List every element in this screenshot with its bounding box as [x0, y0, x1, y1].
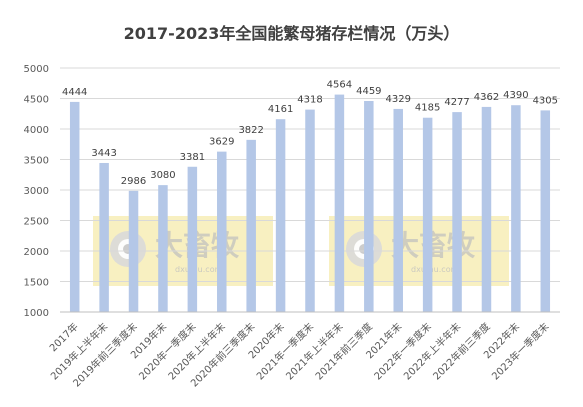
- watermark-url-text: dxumu.com: [175, 265, 223, 274]
- y-tick-label-1500: 1500: [24, 278, 49, 289]
- data-label-9: 4318: [297, 95, 322, 106]
- watermark-url-text: dxumu.com: [411, 265, 459, 274]
- bar-17: [540, 110, 551, 313]
- bar-2: [99, 162, 109, 312]
- data-label-15: 4362: [474, 92, 499, 103]
- bar-11: [364, 101, 374, 312]
- data-label-6: 3629: [209, 137, 234, 148]
- bar-10: [334, 94, 345, 312]
- watermark-brand-text: 大畜牧: [155, 229, 240, 262]
- data-label-13: 4185: [415, 103, 440, 114]
- bar-12: [393, 108, 403, 312]
- chart-title: 2017-2023年全国能繁母猪存栏情况（万头）: [124, 24, 460, 43]
- data-label-16: 4390: [503, 90, 528, 101]
- bar-1: [69, 101, 80, 312]
- y-axis: 1000 1500 2000 2500 3000 3500 4000 4500 5000: [24, 64, 49, 319]
- y-tick-label-3000: 3000: [24, 186, 49, 197]
- data-labels: 4444 3443 2986 3080 3381 3629 3822 4161 4318 4564…: [62, 80, 558, 187]
- x-axis: 2017年2019年上半年末2019年前三季度末2019年末2020年一季度末2…: [47, 311, 560, 390]
- bar-3: [128, 190, 139, 312]
- bar-9: [305, 109, 315, 313]
- y-tick-label-1000: 1000: [24, 308, 49, 319]
- data-label-3: 2986: [121, 176, 146, 187]
- y-tick-label-2500: 2500: [24, 217, 49, 228]
- data-label-5: 3381: [180, 152, 205, 163]
- bar-7: [246, 139, 256, 312]
- watermark-brand-text: 大畜牧: [391, 229, 476, 262]
- data-label-14: 4277: [444, 97, 469, 108]
- y-tick-label-4500: 4500: [24, 95, 49, 106]
- data-label-11: 4459: [356, 86, 381, 97]
- data-label-10: 4564: [327, 80, 352, 91]
- y-tick-label-5000: 5000: [24, 64, 49, 75]
- bar-8: [275, 119, 286, 312]
- y-tick-label-2000: 2000: [24, 247, 49, 258]
- data-label-17: 4305: [533, 95, 558, 106]
- data-label-12: 4329: [386, 94, 411, 105]
- data-label-7: 3822: [238, 125, 263, 136]
- bar-13: [422, 117, 433, 312]
- bar-6: [217, 151, 227, 312]
- bar-series: [69, 94, 551, 313]
- bar-4: [158, 185, 168, 312]
- data-label-2: 3443: [91, 148, 116, 159]
- data-label-8: 4161: [268, 104, 293, 115]
- data-label-1: 4444: [62, 87, 87, 98]
- y-tick-label-3500: 3500: [24, 156, 49, 167]
- bar-5: [187, 166, 198, 312]
- bar-14: [452, 112, 462, 312]
- data-label-4: 3080: [150, 170, 175, 181]
- y-tick-label-4000: 4000: [24, 125, 49, 136]
- bar-16: [511, 105, 521, 313]
- bar-15: [481, 106, 492, 312]
